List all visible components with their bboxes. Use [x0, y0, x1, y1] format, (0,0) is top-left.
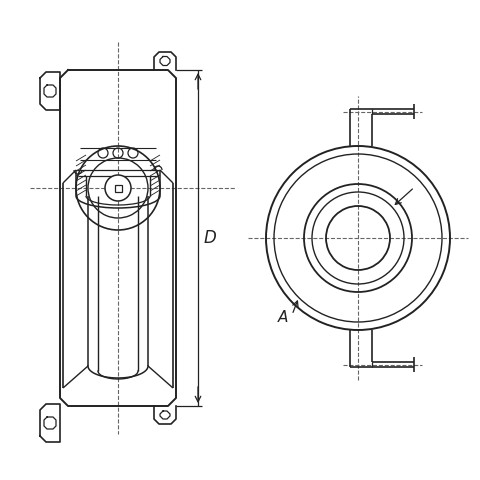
Circle shape — [105, 175, 131, 201]
Text: D: D — [204, 229, 217, 247]
Bar — [115, 184, 121, 192]
Text: A: A — [278, 311, 288, 325]
